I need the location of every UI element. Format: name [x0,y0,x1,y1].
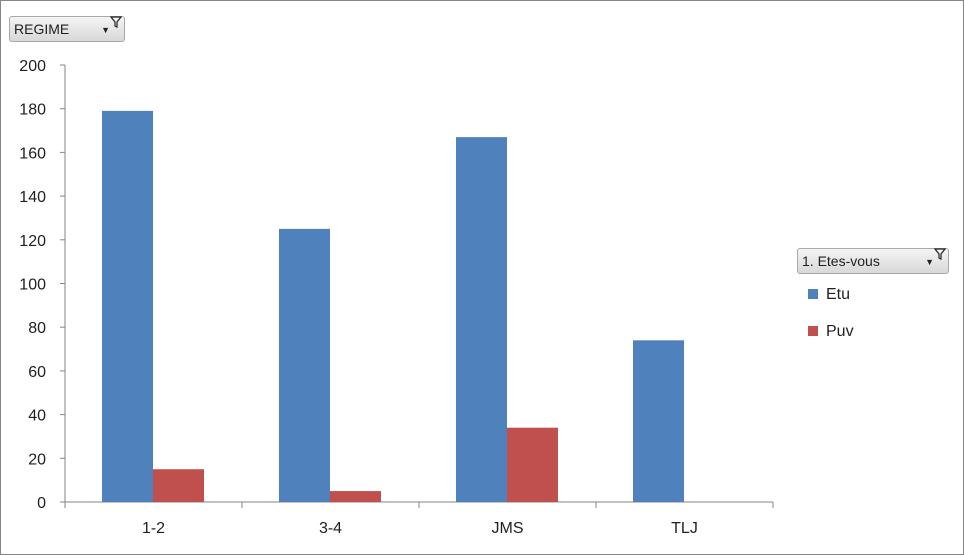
y-tick-label: 40 [28,408,46,425]
x-tick-label: TLJ [671,520,698,537]
y-tick-label: 60 [28,364,46,381]
chart-bars [102,110,684,503]
legend-swatch-puv [808,326,818,336]
dropdown-arrow-icon: ▼ [925,257,934,267]
x-tick-label: 1-2 [142,520,165,537]
chart-tick-labels: 0 20 40 60 80 100 120 140 160 180 200 1-2 3-4 JMS TLJ [19,58,698,537]
y-tick-label: 200 [19,58,46,75]
y-tick-label: 120 [19,233,46,250]
legend-entry-etu: Etu [808,285,850,305]
bar-puv-jms [507,427,558,502]
legend-label-puv: Puv [826,323,854,340]
y-tick-label: 100 [19,277,46,294]
x-tick-label: JMS [492,520,524,537]
legend-field-label: 1. Etes-vous [802,253,880,269]
bar-puv-3-4 [330,491,381,502]
bar-etu-1-2 [102,110,153,502]
y-tick-label: 80 [28,320,46,337]
bar-etu-tlj [633,340,684,502]
filter-funnel-icon [934,248,946,260]
legend-label-etu: Etu [826,286,851,303]
y-tick-label: 180 [19,102,46,119]
filter-funnel-icon [110,16,122,28]
x-tick-label: 3-4 [319,520,342,537]
bar-etu-3-4 [279,228,330,502]
regime-filter-label: REGIME [14,21,70,37]
dropdown-arrow-icon: ▼ [101,25,110,35]
regime-filter-button[interactable]: REGIME ▼ [9,16,125,42]
y-tick-label: 160 [19,145,46,162]
y-tick-label: 140 [19,189,46,206]
bar-etu-jms [456,137,507,503]
y-tick-label: 20 [28,451,46,468]
legend-field-button[interactable]: 1. Etes-vous ▼ [797,248,949,274]
legend-swatch-etu [808,289,818,299]
legend-entry-puv: Puv [808,322,854,342]
bar-puv-1-2 [153,469,204,502]
y-tick-label: 0 [37,495,46,512]
